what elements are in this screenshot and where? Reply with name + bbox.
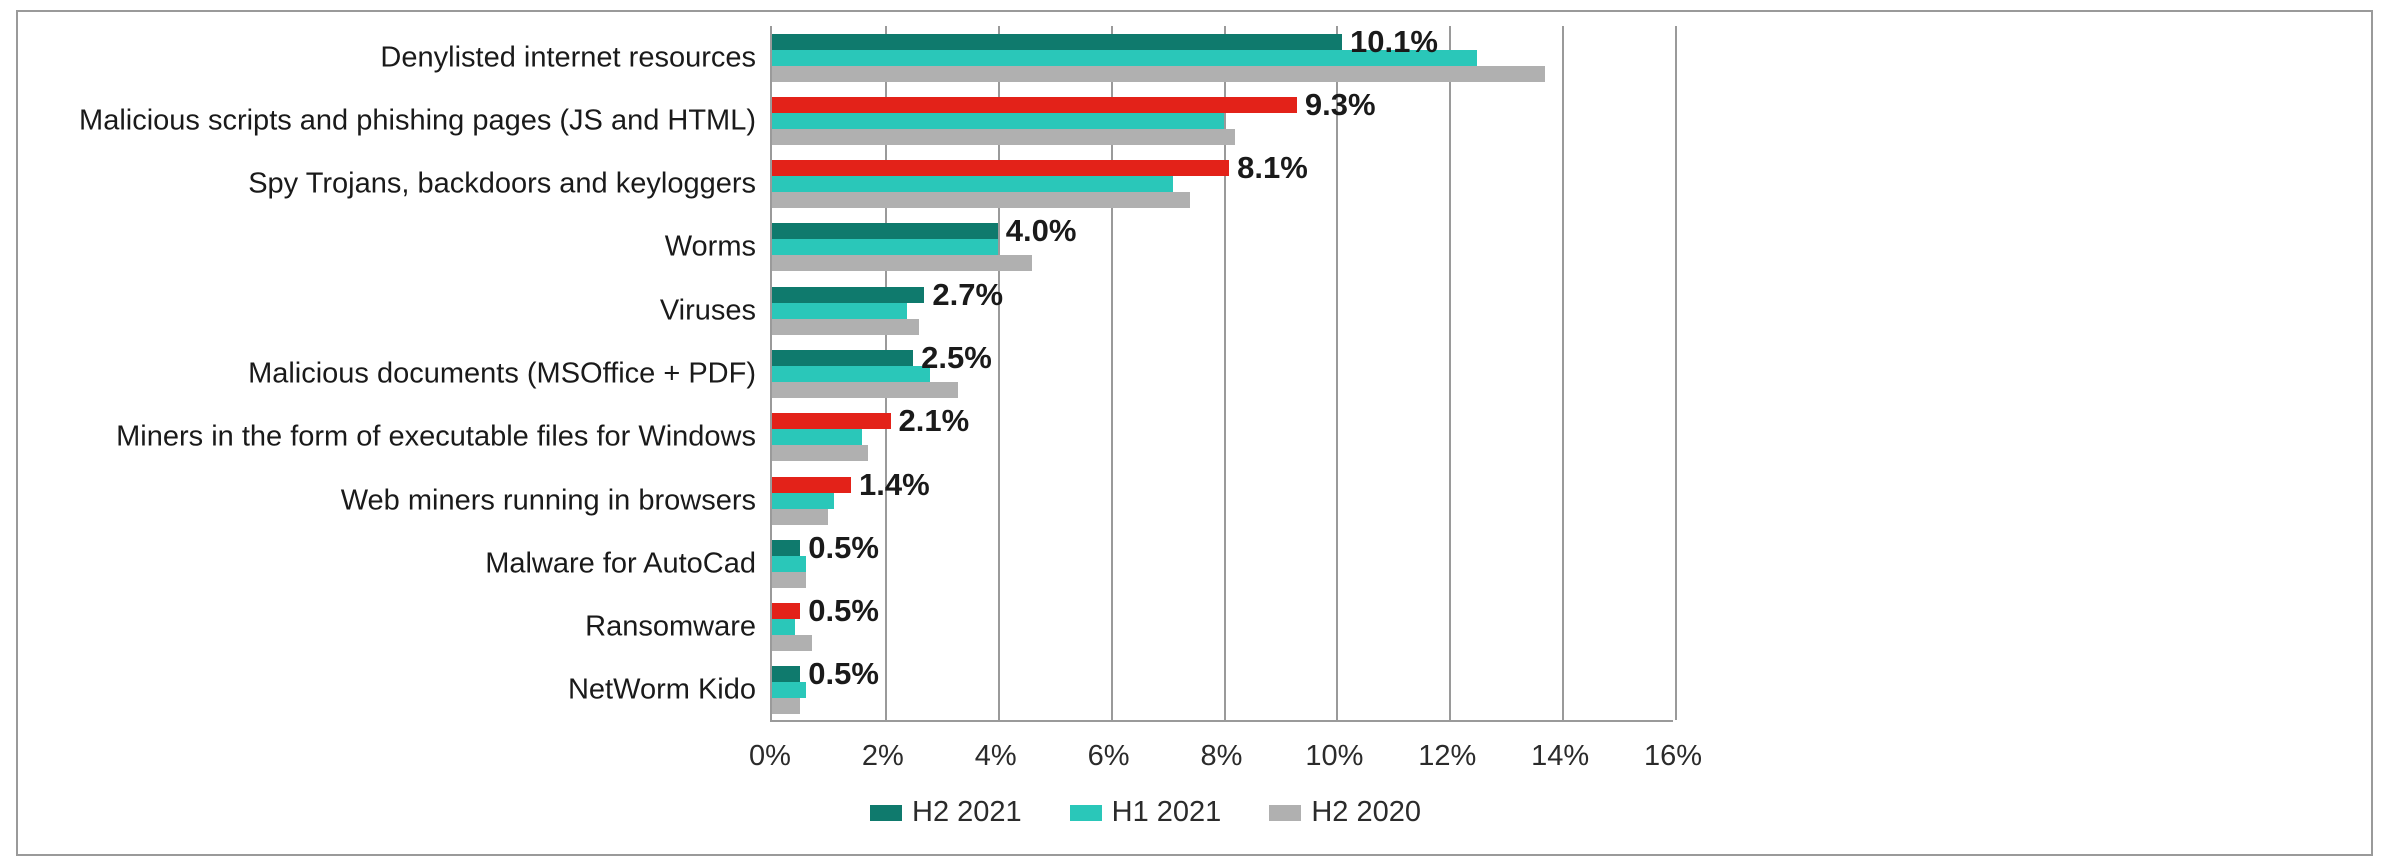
bar-s1 — [772, 540, 800, 556]
value-label: 9.3% — [1305, 87, 1376, 123]
value-label: 8.1% — [1237, 150, 1308, 186]
bar-s3 — [772, 572, 806, 588]
bar-s1 — [772, 603, 800, 619]
bar-s2 — [772, 176, 1173, 192]
bar-s1 — [772, 287, 924, 303]
value-label: 2.7% — [932, 277, 1003, 313]
category-label: Viruses — [660, 294, 756, 327]
legend-swatch — [870, 805, 902, 821]
x-tick-label: 12% — [1418, 740, 1476, 773]
legend-label: H2 2020 — [1311, 796, 1421, 829]
bar-s3 — [772, 445, 868, 461]
x-tick-label: 6% — [1088, 740, 1130, 773]
x-tick-label: 0% — [749, 740, 791, 773]
x-tick-label: 8% — [1201, 740, 1243, 773]
bar-s2 — [772, 366, 930, 382]
category-label: NetWorm Kido — [568, 674, 756, 707]
value-label: 2.5% — [921, 340, 992, 376]
bar-s3 — [772, 635, 812, 651]
bar-s1 — [772, 223, 998, 239]
x-tick-label: 14% — [1531, 740, 1589, 773]
value-label: 0.5% — [808, 530, 879, 566]
x-tick-label: 16% — [1644, 740, 1702, 773]
legend-swatch — [1070, 805, 1102, 821]
value-label: 4.0% — [1006, 213, 1077, 249]
category-label: Malicious scripts and phishing pages (JS… — [79, 104, 756, 137]
bar-s2 — [772, 429, 862, 445]
bar-s2 — [772, 303, 907, 319]
bar-s3 — [772, 66, 1545, 82]
bar-s2 — [772, 682, 806, 698]
bar-s2 — [772, 113, 1224, 129]
category-label: Web miners running in browsers — [341, 484, 756, 517]
category-label: Malware for AutoCad — [485, 547, 756, 580]
bar-s1 — [772, 97, 1297, 113]
bar-s1 — [772, 160, 1229, 176]
chart-plot-area: 10.1% 9.3% 8.1% 4.0%2.7% 2.5% 2.1% 1.4% 0.5% 0.5… — [770, 26, 1673, 722]
legend-item: H2 2021 — [870, 796, 1022, 829]
category-label: Miners in the form of executable files f… — [116, 421, 756, 454]
bar-s3 — [772, 192, 1190, 208]
bar-s1 — [772, 413, 891, 429]
legend-label: H2 2021 — [912, 796, 1022, 829]
value-label: 10.1% — [1350, 24, 1438, 60]
category-label: Spy Trojans, backdoors and keyloggers — [248, 168, 756, 201]
x-tick-label: 2% — [862, 740, 904, 773]
x-tick-label: 4% — [975, 740, 1017, 773]
category-label: Worms — [665, 231, 756, 264]
bar-s2 — [772, 239, 998, 255]
gridline — [1562, 26, 1564, 720]
bar-s3 — [772, 382, 958, 398]
gridline — [1675, 26, 1677, 720]
category-label: Malicious documents (MSOffice + PDF) — [248, 358, 756, 391]
bar-s3 — [772, 319, 919, 335]
x-tick-label: 10% — [1305, 740, 1363, 773]
value-label: 2.1% — [899, 403, 970, 439]
bar-s2 — [772, 493, 834, 509]
bar-s3 — [772, 698, 800, 714]
value-label: 1.4% — [859, 467, 930, 503]
bar-s1 — [772, 666, 800, 682]
bar-s1 — [772, 477, 851, 493]
bar-s3 — [772, 255, 1032, 271]
legend-label: H1 2021 — [1112, 796, 1222, 829]
legend-swatch — [1269, 805, 1301, 821]
bar-s2 — [772, 556, 806, 572]
value-label: 0.5% — [808, 656, 879, 692]
bar-s3 — [772, 509, 828, 525]
bar-s2 — [772, 619, 795, 635]
category-label: Denylisted internet resources — [380, 41, 756, 74]
legend-item: H1 2021 — [1070, 796, 1222, 829]
gridline — [1336, 26, 1338, 720]
gridline — [1449, 26, 1451, 720]
bar-s1 — [772, 34, 1342, 50]
chart-legend: H2 2021 H1 2021 H2 2020 — [870, 796, 1421, 829]
bar-s1 — [772, 350, 913, 366]
value-label: 0.5% — [808, 593, 879, 629]
category-label: Ransomware — [585, 611, 756, 644]
bar-s3 — [772, 129, 1235, 145]
legend-item: H2 2020 — [1269, 796, 1421, 829]
